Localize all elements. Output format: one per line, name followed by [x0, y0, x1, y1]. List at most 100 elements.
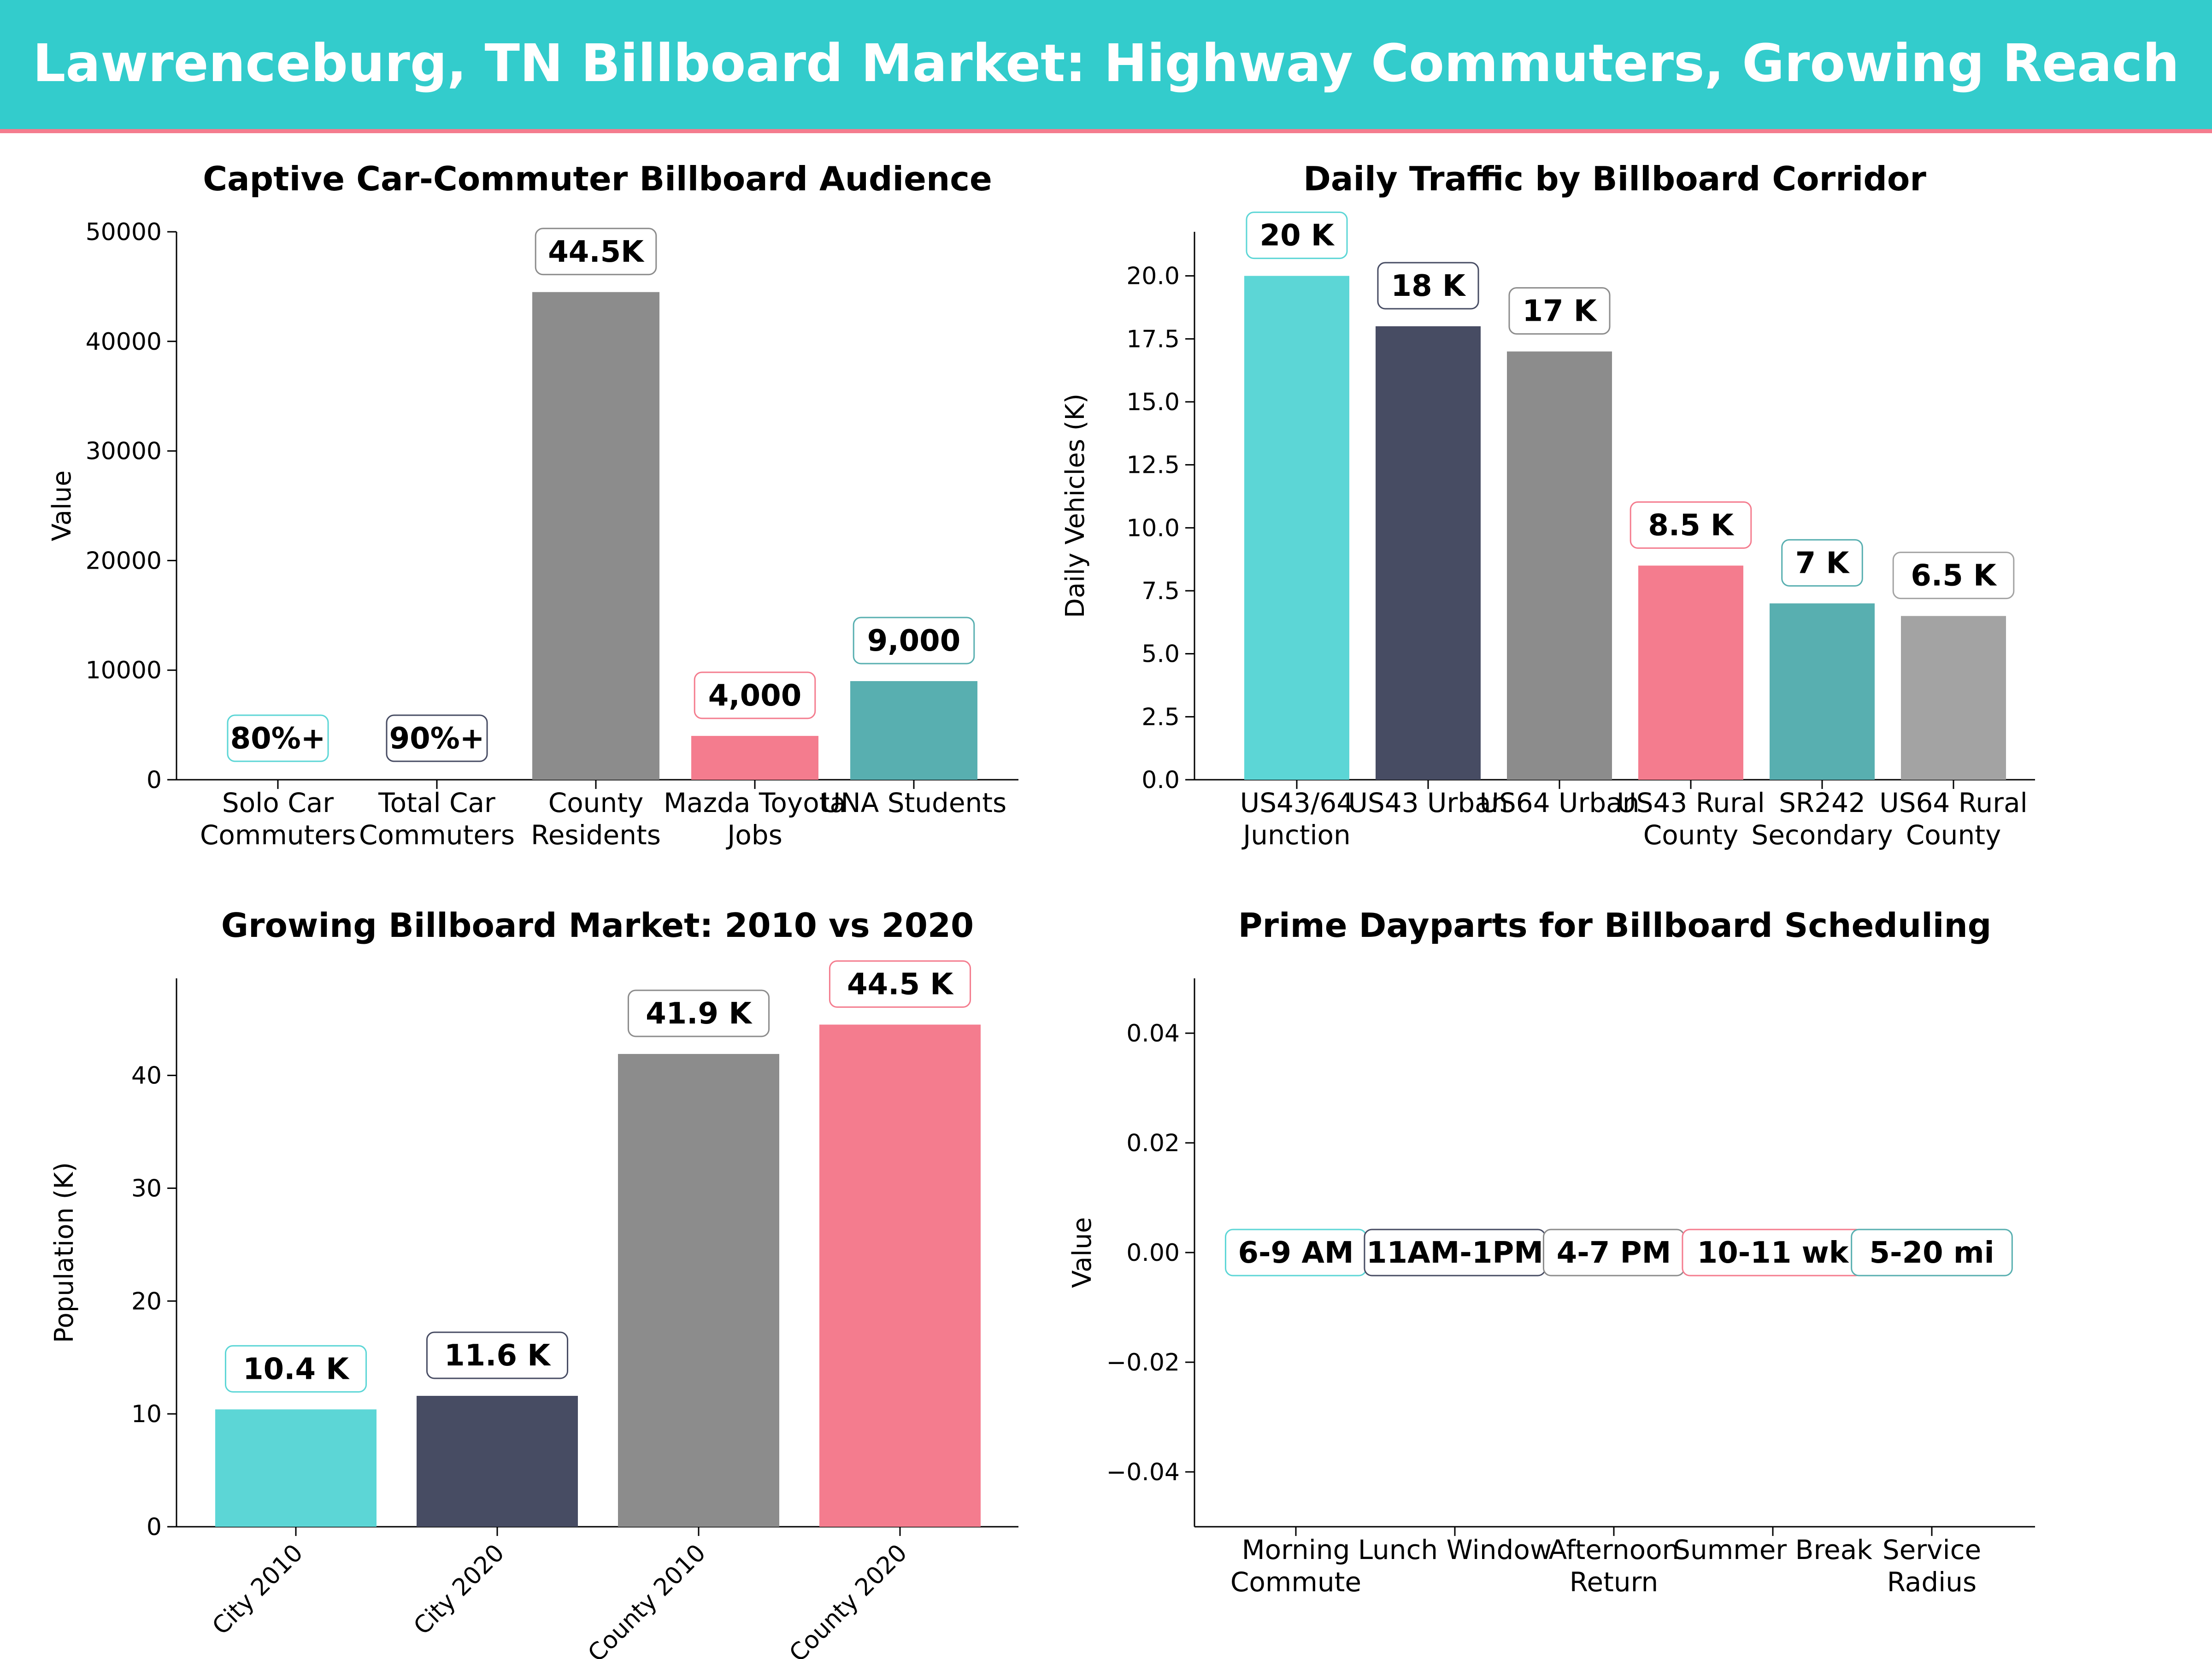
traffic-x-tick-label: US64 Urban	[1480, 787, 1640, 818]
audience-y-tick-label: 10000	[86, 657, 162, 684]
dayparts-x-tick-label: Lunch Window	[1358, 1534, 1552, 1565]
dayparts-x-tick-label: Radius	[1887, 1566, 1977, 1598]
growth-x-tick-label: County 2020	[784, 1539, 913, 1659]
traffic-x-tick-label: SR242	[1779, 787, 1865, 818]
title-banner	[0, 0, 2212, 129]
audience-x-tick-label: Mazda Toyota	[664, 787, 846, 818]
traffic-value-label: 8.5 K	[1648, 508, 1735, 542]
traffic-y-axis-label: Daily Vehicles (K)	[1060, 394, 1090, 618]
dayparts-x-tick-label: Afternoon	[1549, 1534, 1679, 1565]
growth-value-label: 41.9 K	[646, 997, 753, 1031]
audience-chart-title: Captive Car-Commuter Billboard Audience	[203, 159, 992, 198]
growth-value-label-box	[224, 1345, 367, 1393]
traffic-x-tick-label: Junction	[1241, 819, 1351, 851]
growth-bar	[819, 1024, 981, 1527]
audience-value-label-box	[535, 228, 657, 276]
traffic-x-tick-label: County	[1643, 819, 1739, 851]
growth-chart-title: Growing Billboard Market: 2010 vs 2020	[221, 906, 974, 945]
dayparts-x-tick-label: Summer Break	[1673, 1534, 1872, 1565]
growth-y-tick-label: 20	[131, 1288, 162, 1315]
dayparts-x-tick-label: Morning	[1242, 1534, 1350, 1565]
traffic-y-tick-label: 20.0	[1126, 263, 1180, 290]
audience-value-label: 90%+	[389, 722, 485, 756]
dayparts-y-axis-label: Value	[1067, 1217, 1097, 1288]
traffic-x-tick-label: US64 Rural	[1879, 787, 2027, 818]
traffic-chart-title: Daily Traffic by Billboard Corridor	[1303, 159, 1926, 198]
growth-y-tick-label: 10	[131, 1400, 162, 1428]
audience-value-label-box	[227, 714, 329, 762]
audience-value-label: 80%+	[230, 722, 326, 756]
traffic-value-label: 20 K	[1260, 219, 1335, 253]
audience-y-tick-label: 20000	[86, 547, 162, 575]
growth-bar	[618, 1054, 779, 1527]
traffic-y-tick-label: 5.0	[1141, 641, 1180, 668]
growth-value-label: 44.5 K	[847, 967, 954, 1001]
audience-value-label-box	[853, 617, 975, 665]
growth-bar	[417, 1395, 578, 1527]
growth-y-tick-label: 30	[131, 1175, 162, 1202]
audience-x-tick-label: Solo Car	[222, 787, 334, 818]
dayparts-value-label: 4-7 PM	[1557, 1236, 1671, 1270]
growth-value-label-box	[829, 960, 971, 1008]
dayparts-value-label-box	[1851, 1229, 2013, 1277]
traffic-x-tick-label: Secondary	[1751, 819, 1893, 851]
traffic-bar	[1770, 603, 1875, 780]
traffic-value-label-box	[1508, 287, 1611, 335]
audience-y-tick-label: 0	[147, 766, 162, 794]
growth-x-tick-label: City 2010	[207, 1539, 308, 1641]
dayparts-value-label: 5-20 mi	[1869, 1236, 1994, 1270]
traffic-value-label: 7 K	[1795, 546, 1850, 580]
audience-y-axis-label: Value	[47, 471, 77, 541]
audience-y-tick-label: 50000	[86, 218, 162, 246]
audience-x-tick-label: Jobs	[726, 819, 782, 851]
dayparts-y-tick-label: 0.00	[1126, 1239, 1180, 1267]
traffic-value-label-box	[1246, 212, 1348, 259]
audience-value-label: 4,000	[708, 679, 801, 713]
traffic-x-tick-label: US43 Rural	[1617, 787, 1765, 818]
growth-bar	[215, 1409, 377, 1527]
audience-x-tick-label: Commuters	[200, 819, 356, 851]
traffic-y-tick-label: 7.5	[1141, 577, 1180, 605]
audience-x-tick-label: Residents	[531, 819, 661, 851]
dayparts-y-tick-label: 0.02	[1126, 1130, 1180, 1157]
audience-x-tick-label: Total Car	[378, 787, 495, 818]
traffic-value-label-box	[1781, 539, 1863, 587]
traffic-value-label: 6.5 K	[1911, 559, 1997, 593]
audience-value-label-box	[694, 671, 816, 719]
audience-y-tick-label: 30000	[86, 438, 162, 465]
audience-value-label: 44.5K	[548, 235, 645, 269]
traffic-y-tick-label: 10.0	[1126, 514, 1180, 542]
traffic-bar	[1244, 276, 1349, 780]
audience-x-tick-label: County	[548, 787, 644, 818]
traffic-bar	[1638, 565, 1743, 780]
growth-value-label-box	[426, 1331, 569, 1379]
dayparts-y-tick-label: −0.04	[1106, 1459, 1180, 1486]
growth-x-tick-label: County 2010	[583, 1539, 712, 1659]
traffic-bar	[1376, 326, 1481, 780]
audience-value-label-box	[386, 714, 488, 762]
growth-value-label: 11.6 K	[444, 1339, 551, 1373]
traffic-value-label-box	[1892, 552, 2015, 600]
growth-value-label-box	[627, 989, 770, 1037]
traffic-x-tick-label: US43/64	[1240, 787, 1353, 818]
growth-y-tick-label: 40	[131, 1062, 162, 1090]
dayparts-value-label: 10-11 wk	[1697, 1236, 1849, 1270]
dayparts-chart-title: Prime Dayparts for Billboard Scheduling	[1238, 906, 1991, 945]
traffic-bar	[1507, 351, 1612, 780]
dayparts-y-tick-label: −0.02	[1106, 1349, 1180, 1377]
traffic-x-tick-label: US43 Urban	[1348, 787, 1508, 818]
page-title: Lawrenceburg, TN Billboard Market: Highw…	[33, 34, 2179, 94]
audience-value-label: 9,000	[867, 624, 960, 658]
dayparts-x-tick-label: Return	[1570, 1566, 1658, 1598]
growth-y-tick-label: 0	[147, 1513, 162, 1541]
audience-x-tick-label: UNA Students	[821, 787, 1007, 818]
traffic-y-tick-label: 2.5	[1141, 703, 1180, 731]
dayparts-y-tick-label: 0.04	[1126, 1020, 1180, 1047]
audience-bar	[532, 292, 659, 780]
audience-bar	[850, 681, 977, 780]
traffic-bar	[1901, 616, 2006, 780]
traffic-y-tick-label: 0.0	[1141, 766, 1180, 794]
growth-value-label: 10.4 K	[243, 1352, 350, 1386]
traffic-x-tick-label: County	[1906, 819, 2001, 851]
